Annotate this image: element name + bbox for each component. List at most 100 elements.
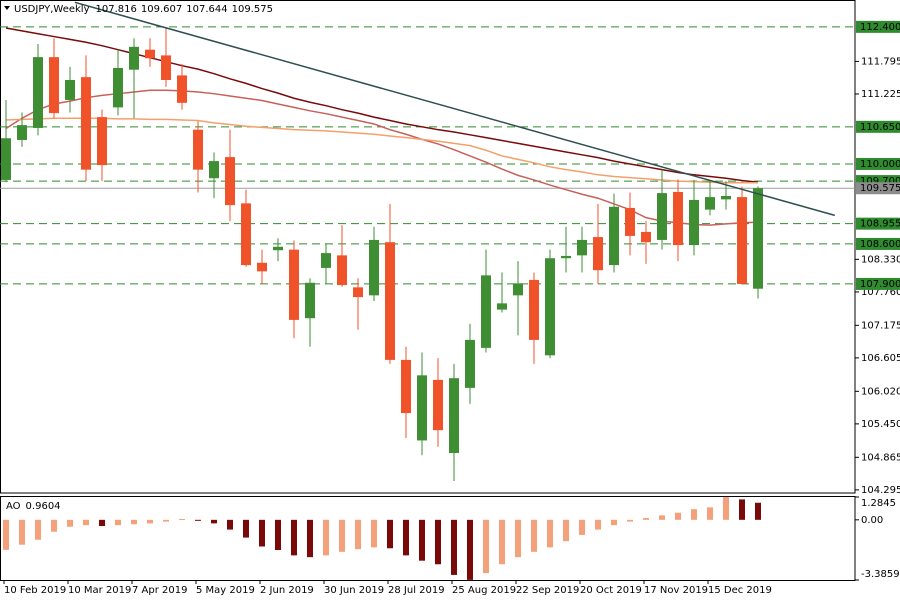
level-label: 108.955 (860, 219, 900, 230)
candle-body (1, 138, 11, 180)
candle-body (433, 379, 443, 431)
oscillator-bar (499, 519, 505, 565)
oscillator-bar (371, 519, 377, 548)
oscillator-bar (35, 519, 41, 540)
candle-body (625, 207, 635, 236)
level-label: 112.400 (860, 22, 900, 33)
y2-tick-label: 1.2845 (861, 498, 896, 509)
oscillator-bar (451, 519, 457, 575)
moving-average (5, 117, 758, 184)
oscillator-bar (99, 519, 105, 527)
oscillator-bar (131, 519, 137, 525)
y2-tick-label: 0.00 (861, 515, 883, 526)
oscillator-bar (419, 519, 425, 561)
oscillator-bar (739, 499, 745, 520)
y-tick-label: 107.760 (861, 287, 900, 298)
y-tick-label: 111.795 (861, 56, 900, 67)
candle-body (401, 359, 411, 414)
current-price-label: 109.575 (860, 183, 900, 194)
candle-body (753, 188, 763, 289)
x-tick-label: 10 Feb 2019 (4, 585, 66, 596)
level-label: 108.600 (860, 239, 900, 250)
oscillator-bar (579, 519, 585, 535)
x-tick-label: 22 Sep 2019 (516, 585, 579, 596)
level-label-box (856, 120, 900, 133)
levels (0, 26, 855, 285)
candle-body (97, 117, 107, 166)
oscillator-bar (659, 515, 665, 520)
candle-body (17, 125, 27, 140)
x-tick-label: 30 Jun 2019 (324, 585, 384, 596)
x-tick-label: 20 Oct 2019 (580, 585, 642, 596)
candle-body (657, 193, 667, 240)
candle-body (209, 161, 219, 179)
ohlc-open: 107.816 (96, 4, 137, 15)
candle-body (705, 197, 715, 210)
y-tick-label: 105.450 (861, 419, 900, 430)
x-tick-label: 10 Mar 2019 (68, 585, 131, 596)
level-label-box (856, 277, 900, 290)
oscillator-bar (387, 519, 393, 549)
oscillator-bar (483, 519, 489, 574)
oscillator-bar (243, 519, 249, 538)
oscillator-title: AO (6, 501, 21, 512)
oscillator-bar (547, 519, 553, 548)
candle-body (289, 249, 299, 320)
candle-body (321, 253, 331, 268)
oscillator-bar (259, 519, 265, 547)
oscillator-bar (3, 519, 9, 550)
menu-arrow[interactable] (4, 6, 10, 10)
y-tick-label: 108.330 (861, 254, 900, 265)
oscillator-bar (355, 519, 361, 550)
oscillator-bar (707, 507, 713, 520)
main-pane (0, 0, 856, 494)
candle-body (449, 378, 459, 454)
candle-body (273, 246, 283, 251)
oscillator-bar (227, 519, 233, 530)
oscillator-bar (435, 519, 441, 565)
oscillator-header: AO 0.9604 (6, 501, 61, 512)
oscillator-bar (531, 519, 537, 552)
y-tick-label: 104.295 (861, 485, 900, 496)
candle-body (593, 237, 603, 271)
oscillator-last: 0.9604 (26, 501, 61, 512)
oscillator-bar (67, 519, 73, 527)
candle-body (241, 203, 251, 266)
candles (1, 26, 763, 482)
oscillator-bar (467, 519, 473, 580)
y2-tick-label: -3.3859 (861, 569, 900, 580)
oscillator-pane (0, 496, 856, 581)
oscillator-bar (115, 519, 121, 526)
candle-body (673, 191, 683, 246)
candle-body (561, 255, 571, 259)
candle-body (465, 339, 475, 388)
oscillator-bar (691, 509, 697, 520)
candle-body (129, 46, 139, 70)
oscillator-bar (595, 519, 601, 530)
candle-body (737, 197, 747, 284)
level-label: 107.900 (860, 279, 900, 290)
candle-body (545, 258, 555, 356)
candle-body (337, 255, 347, 286)
ohlc-high: 109.607 (141, 4, 182, 15)
candle-body (497, 303, 507, 310)
oscillator-bar (147, 519, 153, 524)
candle-body (577, 239, 587, 256)
candle-body (145, 49, 155, 59)
oscillator-bar (291, 519, 297, 556)
oscillator-bar (611, 519, 617, 526)
x-tick-label: 17 Nov 2019 (644, 585, 708, 596)
level-label-box (856, 20, 900, 33)
trendlines (74, 1, 836, 217)
oscillator-bar (195, 519, 201, 521)
oscillator-bar (675, 512, 681, 520)
x-tick-label: 15 Dec 2019 (708, 585, 772, 596)
candle-body (49, 57, 59, 114)
oscillator-bar (83, 519, 89, 526)
oscillator-bar (643, 518, 649, 520)
chart-header: USDJPY,Weekly 107.816 109.607 107.644 109.57… (14, 4, 273, 15)
y-tick-label: 106.605 (861, 353, 900, 364)
ohlc-close: 109.575 (232, 4, 273, 15)
oscillator-bar (179, 518, 185, 520)
